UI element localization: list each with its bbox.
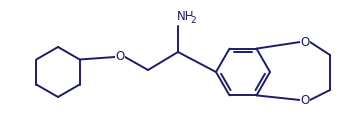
Text: NH: NH — [177, 10, 194, 22]
Text: O: O — [301, 94, 310, 106]
Text: O: O — [301, 35, 310, 49]
Text: O: O — [115, 50, 125, 64]
Text: 2: 2 — [190, 16, 196, 25]
